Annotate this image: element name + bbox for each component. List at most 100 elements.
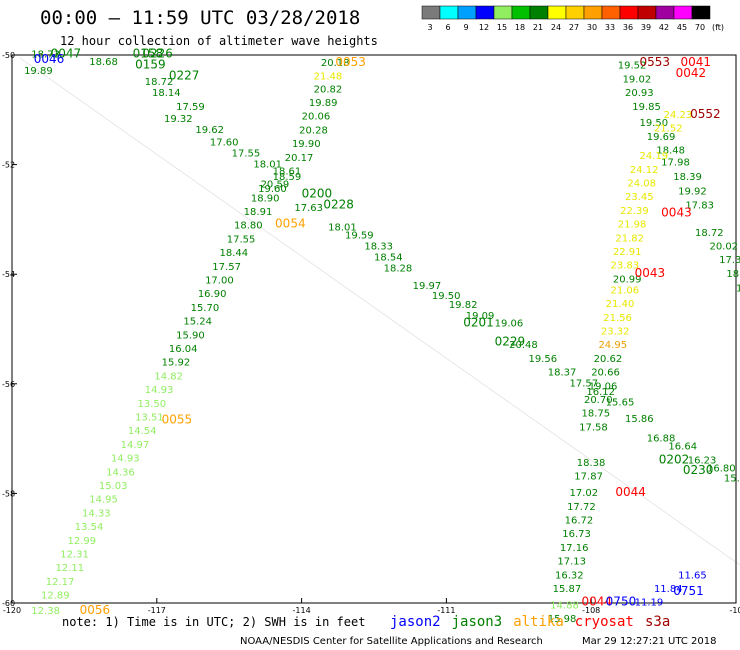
swh-value-label: 18.01 <box>328 222 357 233</box>
swh-value-label: 17.98 <box>661 158 690 169</box>
swh-value-label: 17.70 <box>736 284 740 295</box>
swh-value-label: 16.88 <box>647 433 676 444</box>
swh-value-label: 19.06 <box>495 318 524 329</box>
colorbar-label: 6 <box>445 23 450 32</box>
swh-value-label: 14.97 <box>121 440 150 451</box>
swh-value-label: 18.37 <box>548 368 577 379</box>
chart-subtitle: 12 hour collection of altimeter wave hei… <box>60 34 378 48</box>
swh-value-label: 17.72 <box>567 502 596 513</box>
swh-value-label: 15.84 <box>724 473 740 484</box>
plot-frame <box>11 54 737 604</box>
swh-value-label: 18.01 <box>253 159 282 170</box>
colorbar-swatch <box>637 5 657 20</box>
colorbar-swatch <box>619 5 639 20</box>
y-tick-label: -58 <box>2 489 15 498</box>
swh-value-label: 17.57 <box>569 379 598 390</box>
footer-note: note: 1) Time is in UTC; 2) SWH is in fe… <box>62 615 365 629</box>
swh-value-label: 19.90 <box>292 139 321 150</box>
swh-value-label: 18.72 <box>695 228 724 239</box>
colorbar-label: 3 <box>427 23 432 32</box>
swh-value-label: 11.65 <box>678 570 707 581</box>
time-label: 0228 <box>323 197 354 211</box>
swh-value-label: 17.02 <box>569 488 598 499</box>
y-tick-label: -52 <box>2 161 15 170</box>
swh-value-label: 19.59 <box>345 231 374 242</box>
x-tick-label: -108 <box>582 606 600 615</box>
satellite-legend: jason2 jason3 altika cryosat s3a <box>390 614 670 630</box>
colorbar-swatch <box>475 5 495 20</box>
y-tick-label: -54 <box>2 270 15 279</box>
time-label: 0200 <box>302 186 333 200</box>
swh-value-label: 24.12 <box>630 165 659 176</box>
swh-value-label: 20.17 <box>285 153 314 164</box>
colorbar-label: 45 <box>677 23 687 32</box>
swh-value-label: 18.90 <box>251 193 280 204</box>
swh-value-label: 14.54 <box>128 426 157 437</box>
swh-value-label: 20.62 <box>594 354 623 365</box>
colorbar-label: 24 <box>551 23 561 32</box>
swh-value-label: 15.24 <box>183 317 212 328</box>
swh-value-label: 24.19 <box>639 151 668 162</box>
time-label: 0201 <box>463 315 494 329</box>
swh-value-label: 14.33 <box>82 508 111 519</box>
swh-value-label: 19.06 <box>589 381 618 392</box>
swh-value-label: 19.52 <box>618 61 647 72</box>
swh-value-label: 19.50 <box>639 118 668 129</box>
swh-value-label: 19.89 <box>24 66 53 77</box>
swh-value-label: 20.18 <box>321 58 350 69</box>
swh-value-label: 21.82 <box>615 233 644 244</box>
swh-value-label: 16.32 <box>555 570 584 581</box>
swh-value-label: 15.87 <box>553 584 582 595</box>
swh-value-label: 12.38 <box>31 606 60 617</box>
colorbar-label: 27 <box>569 23 579 32</box>
colorbar-label: 70 <box>695 23 705 32</box>
swh-value-label: 23.45 <box>625 192 654 203</box>
swh-value-label: 17.16 <box>560 543 589 554</box>
swh-value-label: 18.59 <box>273 172 302 183</box>
swh-value-label: 14.82 <box>154 371 183 382</box>
swh-value-label: 15.98 <box>548 614 577 625</box>
time-label: 0229 <box>495 334 526 348</box>
swh-value-label: 20.93 <box>625 88 654 99</box>
swh-value-label: 21.52 <box>654 124 683 135</box>
swh-value-label: 11.19 <box>635 598 664 609</box>
x-tick-label: -117 <box>148 606 166 615</box>
swh-value-label: 16.90 <box>198 289 227 300</box>
swh-value-label: 18.33 <box>364 242 393 253</box>
colorbar-label: 9 <box>463 23 468 32</box>
time-label: 0041 <box>680 55 711 69</box>
time-label: 0553 <box>639 55 670 69</box>
swh-value-label: 21.56 <box>603 313 632 324</box>
time-label: 0044 <box>615 485 646 499</box>
swh-value-label: 18.91 <box>244 207 273 218</box>
footer-credit: NOAA/NESDIS Center for Satellite Applica… <box>240 636 543 647</box>
swh-value-label: 16.23 <box>688 455 717 466</box>
swh-value-label: 16.04 <box>169 344 198 355</box>
time-label: 0159 <box>135 58 166 72</box>
swh-value-label: 13.50 <box>137 399 166 410</box>
swh-value-label: 17.13 <box>557 557 586 568</box>
time-label: 0053 <box>335 55 366 69</box>
colorbar-label: (ft) <box>712 23 724 32</box>
swh-value-label: 17.00 <box>205 276 234 287</box>
colorbar-swatch <box>457 5 477 20</box>
swh-value-label: 19.32 <box>164 114 193 125</box>
time-label: 0158 <box>133 47 164 61</box>
swh-value-label: 20.82 <box>314 84 343 95</box>
swh-value-label: 20.99 <box>613 274 642 285</box>
swh-value-label: 15.86 <box>625 414 654 425</box>
swh-value-label: 16.12 <box>586 387 615 398</box>
wave-height-labels: 19.8918.7318.6818.7218.1417.5919.3219.62… <box>24 47 740 625</box>
time-label: 0227 <box>169 69 200 83</box>
swh-value-label: 20.48 <box>509 340 538 351</box>
colorbar-swatch <box>493 5 513 20</box>
swh-value-label: 17.55 <box>232 148 261 159</box>
colorbar-legend: 3 6 9 12 15 18 21 24 27 30 33 36 39 42 45 70 (ft) <box>421 5 724 32</box>
time-label: 0054 <box>275 217 306 231</box>
satellite-legend-s3a: s3a <box>645 614 670 630</box>
colorbar-label: 12 <box>479 23 489 32</box>
swh-value-label: 21.06 <box>611 285 640 296</box>
swh-value-label: 14.88 <box>550 600 579 611</box>
swh-value-label: 15.90 <box>176 330 205 341</box>
